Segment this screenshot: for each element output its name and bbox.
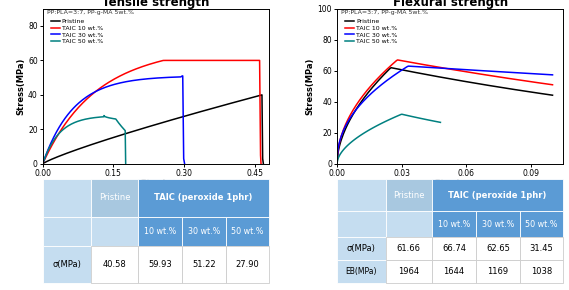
FancyBboxPatch shape	[43, 179, 92, 217]
Text: 1964: 1964	[398, 267, 419, 276]
Title: Flexural strength: Flexural strength	[393, 0, 508, 9]
FancyBboxPatch shape	[386, 211, 432, 237]
Text: PP:PLA=3:7, PP-g-MA 5wt.%: PP:PLA=3:7, PP-g-MA 5wt.%	[47, 10, 134, 15]
FancyBboxPatch shape	[225, 217, 269, 246]
Text: 1169: 1169	[488, 267, 509, 276]
Text: PP:PLA=3:7, PP-g-MA 5wt.%: PP:PLA=3:7, PP-g-MA 5wt.%	[341, 10, 428, 15]
FancyBboxPatch shape	[386, 260, 432, 283]
Y-axis label: Stress(MPa): Stress(MPa)	[306, 58, 315, 115]
FancyBboxPatch shape	[43, 246, 92, 283]
Text: 10 wt.%: 10 wt.%	[143, 226, 176, 235]
FancyBboxPatch shape	[432, 179, 563, 211]
Text: Pristine: Pristine	[393, 191, 424, 200]
FancyBboxPatch shape	[182, 246, 225, 283]
Text: TAIC (peroxide 1phr): TAIC (peroxide 1phr)	[154, 193, 253, 202]
Text: TAIC (peroxide 1phr): TAIC (peroxide 1phr)	[448, 191, 547, 200]
Text: Pristine: Pristine	[99, 193, 130, 202]
Text: 40.58: 40.58	[102, 260, 126, 269]
FancyBboxPatch shape	[138, 246, 182, 283]
Title: Tensile strength: Tensile strength	[102, 0, 209, 9]
FancyBboxPatch shape	[182, 217, 225, 246]
FancyBboxPatch shape	[337, 179, 386, 211]
Text: 61.66: 61.66	[397, 244, 421, 253]
Text: 1644: 1644	[443, 267, 465, 276]
Text: EB(MPa): EB(MPa)	[345, 267, 377, 276]
FancyBboxPatch shape	[92, 246, 138, 283]
FancyBboxPatch shape	[225, 246, 269, 283]
FancyBboxPatch shape	[92, 179, 138, 217]
Legend: Pristine, TAIC 10 wt.%, TAIC 30 wt.%, TAIC 50 wt.%: Pristine, TAIC 10 wt.%, TAIC 30 wt.%, TA…	[343, 17, 400, 47]
FancyBboxPatch shape	[520, 260, 563, 283]
FancyBboxPatch shape	[386, 179, 432, 211]
X-axis label: Strain: Strain	[139, 179, 172, 189]
FancyBboxPatch shape	[432, 260, 476, 283]
FancyBboxPatch shape	[520, 237, 563, 260]
FancyBboxPatch shape	[432, 237, 476, 260]
Text: 30 wt.%: 30 wt.%	[482, 220, 514, 229]
FancyBboxPatch shape	[476, 260, 520, 283]
FancyBboxPatch shape	[337, 211, 386, 237]
Text: 30 wt.%: 30 wt.%	[188, 226, 220, 235]
FancyBboxPatch shape	[92, 217, 138, 246]
Text: 50 wt.%: 50 wt.%	[525, 220, 558, 229]
Legend: Pristine, TAIC 10 wt.%, TAIC 30 wt.%, TAIC 50 wt.%: Pristine, TAIC 10 wt.%, TAIC 30 wt.%, TA…	[48, 17, 106, 47]
Text: 59.93: 59.93	[148, 260, 172, 269]
Text: 31.45: 31.45	[530, 244, 554, 253]
FancyBboxPatch shape	[43, 217, 92, 246]
FancyBboxPatch shape	[520, 211, 563, 237]
Text: σ(MPa): σ(MPa)	[347, 244, 376, 253]
Text: σ(MPa): σ(MPa)	[52, 260, 81, 269]
FancyBboxPatch shape	[138, 179, 269, 217]
X-axis label: Strain: Strain	[434, 179, 467, 189]
FancyBboxPatch shape	[432, 211, 476, 237]
FancyBboxPatch shape	[476, 237, 520, 260]
Text: 66.74: 66.74	[442, 244, 466, 253]
Y-axis label: Stress(MPa): Stress(MPa)	[17, 58, 25, 115]
Text: 10 wt.%: 10 wt.%	[438, 220, 470, 229]
Text: 27.90: 27.90	[236, 260, 259, 269]
FancyBboxPatch shape	[476, 211, 520, 237]
Text: 1038: 1038	[531, 267, 552, 276]
FancyBboxPatch shape	[337, 237, 386, 260]
FancyBboxPatch shape	[386, 237, 432, 260]
FancyBboxPatch shape	[138, 217, 182, 246]
Text: 62.65: 62.65	[486, 244, 510, 253]
Text: 51.22: 51.22	[192, 260, 216, 269]
Text: 50 wt.%: 50 wt.%	[231, 226, 263, 235]
FancyBboxPatch shape	[337, 260, 386, 283]
